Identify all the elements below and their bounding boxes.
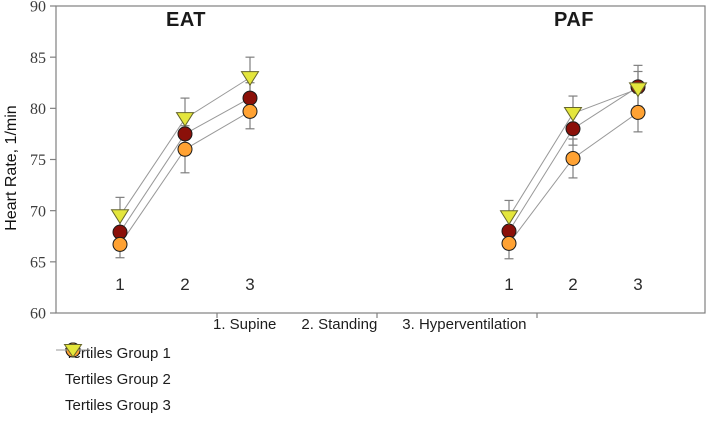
legend-label-group3: Tertiles Group 3 <box>65 396 171 414</box>
data-point <box>501 235 517 251</box>
y-tick-label: 85 <box>30 50 46 67</box>
category-label: 3 <box>633 275 642 294</box>
plot-frame <box>55 5 706 314</box>
data-point <box>175 112 195 128</box>
data-point <box>177 126 193 142</box>
data-point <box>110 209 130 225</box>
category-label: 3 <box>245 275 254 294</box>
panel-title-eat: EAT <box>165 9 207 31</box>
y-tick-label: 65 <box>30 254 46 271</box>
panel-title-paf: PAF <box>553 9 595 31</box>
data-point <box>499 210 519 226</box>
data-point <box>630 104 646 120</box>
legend: Tertiles Group 1 Tertiles Group 2 Tertil… <box>55 340 171 418</box>
y-tick-label: 70 <box>30 203 46 220</box>
data-point <box>628 82 648 98</box>
category-label: 2 <box>180 275 189 294</box>
legend-marker-group3-icon <box>56 344 90 358</box>
legend-label-group2: Tertiles Group 2 <box>65 370 171 388</box>
category-label: 1 <box>504 275 513 294</box>
y-tick-label: 80 <box>30 101 46 118</box>
data-point <box>242 103 258 119</box>
category-label: 1 <box>115 275 124 294</box>
data-point <box>240 71 260 87</box>
data-point <box>242 90 258 106</box>
legend-item-group2: Tertiles Group 2 <box>55 342 171 392</box>
data-point <box>565 150 581 166</box>
x-axis-note: 1. Supine 2. Standing 3. Hyperventilatio… <box>213 316 527 333</box>
y-tick-label: 60 <box>30 306 46 323</box>
y-tick-label: 75 <box>30 152 46 169</box>
y-axis-title: Heart Rate, 1/min <box>3 105 20 231</box>
y-tick-label: 90 <box>30 0 46 16</box>
legend-label-group1: Tertiles Group 1 <box>65 344 171 362</box>
data-point <box>177 141 193 157</box>
data-point <box>112 236 128 252</box>
data-point <box>563 106 583 122</box>
data-point <box>565 121 581 137</box>
category-label: 2 <box>568 275 577 294</box>
legend-item-group3: Tertiles Group 3 <box>55 344 171 418</box>
